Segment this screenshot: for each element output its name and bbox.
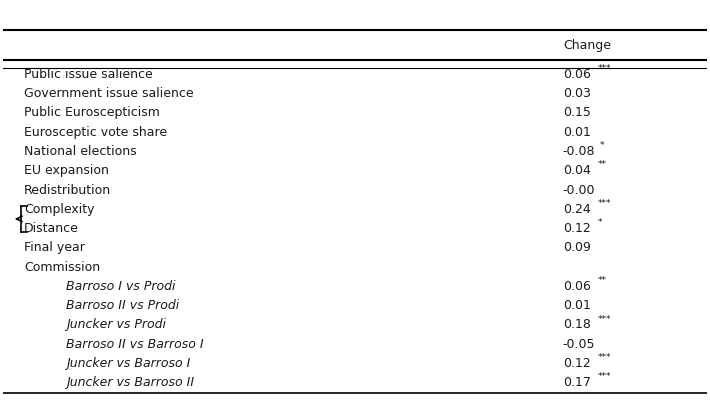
Text: Final year: Final year	[24, 241, 84, 254]
Text: Complexity: Complexity	[24, 203, 94, 216]
Text: Public Euroscepticism: Public Euroscepticism	[24, 106, 160, 120]
Text: ***: ***	[598, 199, 611, 208]
Text: Redistribution: Redistribution	[24, 184, 111, 196]
Text: Barroso II vs Barroso I: Barroso II vs Barroso I	[66, 338, 204, 351]
Text: Eurosceptic vote share: Eurosceptic vote share	[24, 126, 167, 139]
Text: Distance: Distance	[24, 222, 79, 235]
Text: -0.00: -0.00	[563, 184, 595, 196]
Text: 0.12: 0.12	[563, 357, 591, 370]
Text: 0.09: 0.09	[563, 241, 591, 254]
Text: 0.18: 0.18	[563, 318, 591, 331]
Text: EU expansion: EU expansion	[24, 164, 109, 177]
Text: 0.01: 0.01	[563, 299, 591, 312]
Text: 0.15: 0.15	[563, 106, 591, 120]
Text: -0.08: -0.08	[563, 145, 595, 158]
Text: 0.04: 0.04	[563, 164, 591, 177]
Text: 0.17: 0.17	[563, 376, 591, 389]
Text: ***: ***	[598, 353, 611, 362]
Text: Change: Change	[563, 39, 611, 52]
Text: Government issue salience: Government issue salience	[24, 87, 194, 100]
Text: ***: ***	[598, 372, 611, 382]
Text: 0.06: 0.06	[563, 280, 591, 293]
Text: Barroso II vs Prodi: Barroso II vs Prodi	[66, 299, 180, 312]
Text: **: **	[598, 276, 606, 285]
Text: 0.24: 0.24	[563, 203, 591, 216]
Text: 0.03: 0.03	[563, 87, 591, 100]
Text: ***: ***	[598, 64, 611, 73]
Text: National elections: National elections	[24, 145, 136, 158]
Text: Juncker vs Barroso I: Juncker vs Barroso I	[66, 357, 190, 370]
Text: Juncker vs Barroso II: Juncker vs Barroso II	[66, 376, 195, 389]
Text: *: *	[598, 218, 602, 227]
Text: Barroso I vs Prodi: Barroso I vs Prodi	[66, 280, 175, 293]
Text: 0.06: 0.06	[563, 68, 591, 81]
Text: Commission: Commission	[24, 260, 100, 274]
Text: 0.01: 0.01	[563, 126, 591, 139]
Text: 0.12: 0.12	[563, 222, 591, 235]
Text: Public issue salience: Public issue salience	[24, 68, 153, 81]
Text: *: *	[600, 141, 605, 150]
Text: ***: ***	[598, 315, 611, 324]
Text: Juncker vs Prodi: Juncker vs Prodi	[66, 318, 166, 331]
Text: **: **	[598, 160, 606, 170]
Text: -0.05: -0.05	[563, 338, 595, 351]
